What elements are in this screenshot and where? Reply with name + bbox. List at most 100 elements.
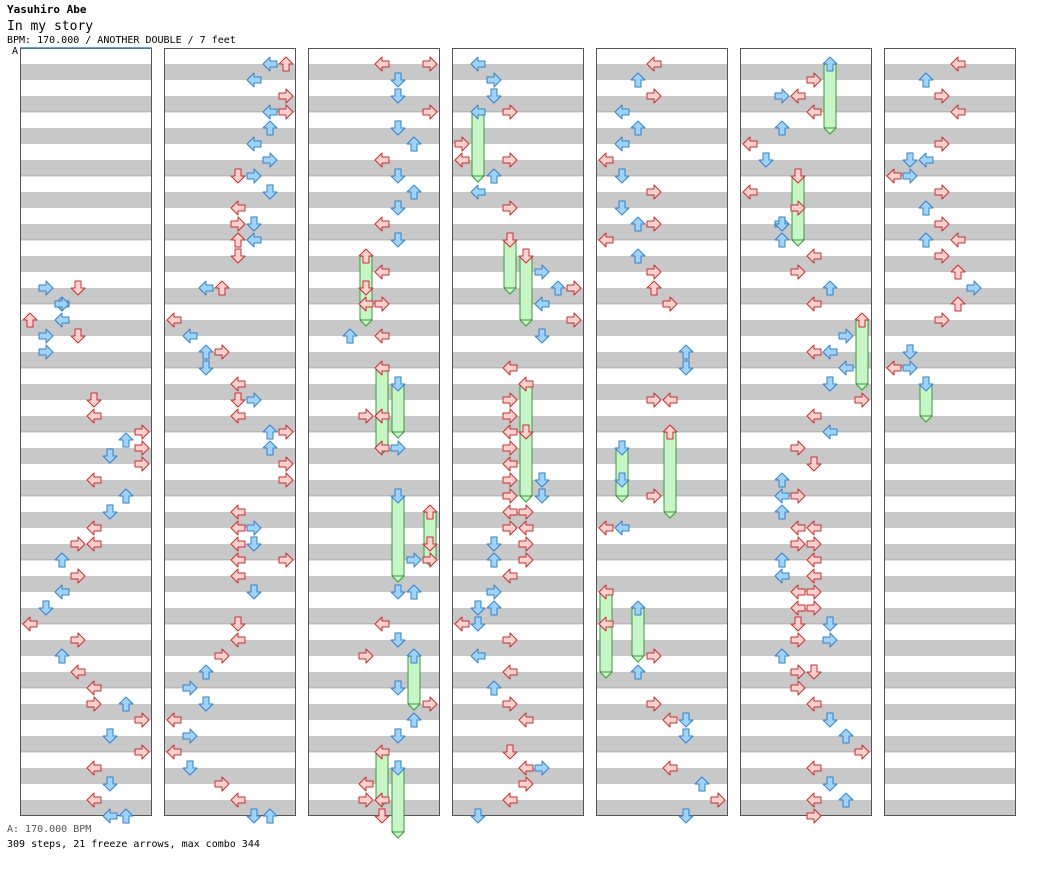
beat-stripe (20, 576, 152, 592)
beat-stripe (164, 448, 296, 464)
step-arrow (950, 56, 966, 72)
beat-stripe (452, 256, 584, 272)
step-arrow (246, 392, 262, 408)
column-border (164, 48, 296, 816)
step-arrow (406, 648, 422, 664)
beat-stripe (20, 64, 152, 80)
step-arrow (806, 344, 822, 360)
step-arrow (806, 792, 822, 808)
beat-stripe (884, 160, 1016, 176)
beat-stripe (740, 448, 872, 464)
step-arrow (230, 536, 246, 552)
step-arrow (390, 440, 406, 456)
step-arrow (246, 216, 262, 232)
step-arrow (822, 776, 838, 792)
step-arrow (934, 184, 950, 200)
step-arrow (806, 584, 822, 600)
step-arrow (646, 280, 662, 296)
step-arrow (390, 72, 406, 88)
step-arrow (854, 744, 870, 760)
step-arrow (214, 344, 230, 360)
freeze-arrow (391, 767, 405, 833)
step-arrow (502, 232, 518, 248)
beat-stripe (452, 800, 584, 816)
step-arrow (230, 792, 246, 808)
step-arrow (230, 216, 246, 232)
step-arrow (790, 664, 806, 680)
step-arrow (934, 136, 950, 152)
step-arrow (342, 328, 358, 344)
beat-stripe (164, 320, 296, 336)
step-arrow (358, 408, 374, 424)
step-arrow (598, 152, 614, 168)
step-arrow (806, 696, 822, 712)
beat-stripe (20, 224, 152, 240)
step-arrow (598, 616, 614, 632)
step-arrow (358, 296, 374, 312)
step-arrow (422, 504, 438, 520)
step-arrow (790, 488, 806, 504)
beat-stripe (20, 800, 152, 816)
step-arrow (806, 72, 822, 88)
step-arrow (470, 56, 486, 72)
freeze-tail (630, 655, 646, 663)
beat-stripe (20, 320, 152, 336)
beat-stripe (308, 64, 440, 80)
beat-stripe (308, 672, 440, 688)
song-title: In my story (7, 19, 94, 34)
beat-stripe (884, 448, 1016, 464)
step-arrow (646, 184, 662, 200)
beat-stripe (452, 352, 584, 368)
step-arrow (278, 104, 294, 120)
step-arrow (886, 360, 902, 376)
step-arrow (790, 88, 806, 104)
step-arrow (278, 56, 294, 72)
step-arrow (406, 552, 422, 568)
step-arrow (518, 504, 534, 520)
step-arrow (534, 488, 550, 504)
beat-stripe (20, 608, 152, 624)
beat-stripe (452, 64, 584, 80)
step-arrow (838, 328, 854, 344)
chart-column (308, 48, 440, 839)
beat-stripe (20, 512, 152, 528)
freeze-arrow (519, 255, 533, 321)
beat-stripe (596, 800, 728, 816)
step-arrow (390, 232, 406, 248)
step-arrow (166, 744, 182, 760)
step-arrow (118, 488, 134, 504)
step-arrow (790, 600, 806, 616)
beat-stripe (452, 544, 584, 560)
step-arrow (934, 248, 950, 264)
step-arrow (518, 552, 534, 568)
step-arrow (358, 792, 374, 808)
beat-stripe (308, 256, 440, 272)
step-arrow (598, 584, 614, 600)
beat-stripe (164, 352, 296, 368)
step-arrow (806, 568, 822, 584)
beat-stripe (164, 640, 296, 656)
step-arrow (630, 600, 646, 616)
step-arrow (534, 264, 550, 280)
step-arrow (486, 536, 502, 552)
step-arrow (38, 600, 54, 616)
step-arrow (102, 504, 118, 520)
freeze-tail (662, 511, 678, 519)
step-arrow (646, 56, 662, 72)
step-arrow (838, 360, 854, 376)
step-arrow (678, 344, 694, 360)
step-arrow (502, 632, 518, 648)
step-arrow (230, 408, 246, 424)
step-arrow (198, 696, 214, 712)
freeze-tail (822, 127, 838, 135)
step-arrow (198, 360, 214, 376)
step-arrow (54, 648, 70, 664)
step-arrow (390, 728, 406, 744)
step-arrow (822, 632, 838, 648)
step-arrow (678, 728, 694, 744)
step-arrow (902, 168, 918, 184)
step-arrow (358, 776, 374, 792)
column-border (452, 48, 584, 816)
beat-stripe (740, 128, 872, 144)
